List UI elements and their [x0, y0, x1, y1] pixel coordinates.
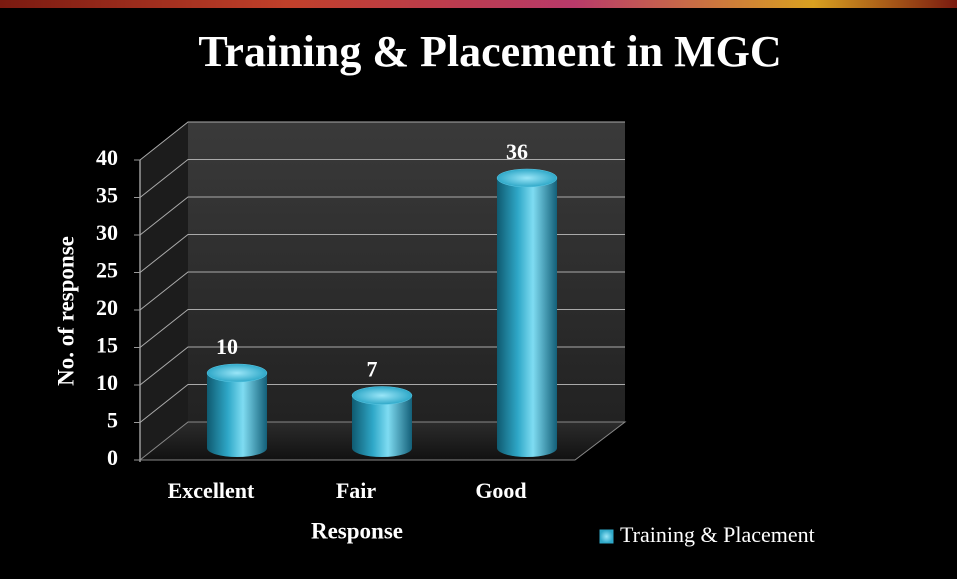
- y-tick-label: 10: [96, 370, 118, 395]
- y-tick-label: 15: [96, 333, 118, 358]
- data-label: 36: [506, 139, 528, 164]
- grid-line: [139, 121, 625, 161]
- bar: [206, 363, 268, 457]
- y-tick-label: 25: [96, 258, 118, 283]
- data-label: 10: [216, 334, 238, 359]
- y-axis-label: No. of response: [53, 236, 78, 386]
- x-axis-label: Response: [311, 518, 403, 543]
- chart-title: Training & Placement in MGC: [198, 27, 781, 76]
- x-tick-label: Good: [475, 478, 526, 503]
- y-tick-label: 35: [96, 183, 118, 208]
- bar-top: [351, 386, 413, 405]
- legend-label: Training & Placement: [620, 522, 815, 547]
- y-tick-label: 40: [96, 145, 118, 170]
- bar: [351, 386, 413, 457]
- grid-line: [139, 234, 625, 273]
- y-tick-label: 5: [107, 408, 118, 433]
- bar-top: [496, 168, 558, 188]
- x-tick-label: Fair: [336, 478, 377, 503]
- grid-line: [139, 159, 625, 198]
- grid-line: [139, 346, 625, 386]
- bar: [496, 168, 558, 457]
- legend-swatch: [599, 529, 614, 544]
- y-tick-label: 0: [107, 445, 118, 470]
- data-label: 7: [367, 357, 378, 382]
- x-tick-label: Excellent: [168, 478, 255, 503]
- grid-line: [139, 196, 625, 236]
- top-strip: [0, 0, 957, 8]
- bar-top: [206, 363, 268, 383]
- grid-line: [139, 309, 625, 348]
- grid-line: [139, 384, 625, 423]
- bar-body: [497, 178, 557, 448]
- y-tick-label: 30: [96, 220, 118, 245]
- bar-body: [207, 373, 267, 448]
- y-tick-label: 20: [96, 295, 118, 320]
- grid-line: [139, 271, 625, 311]
